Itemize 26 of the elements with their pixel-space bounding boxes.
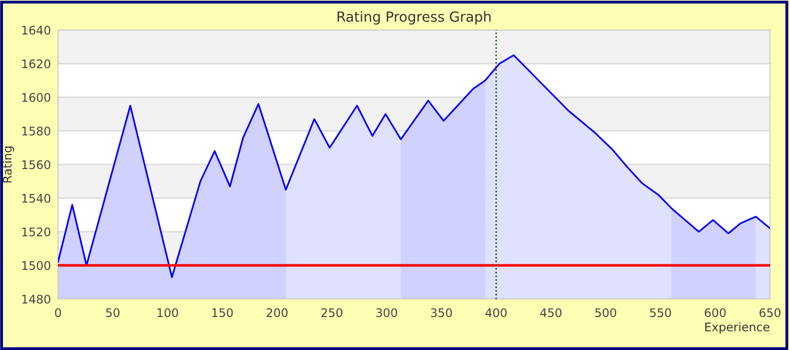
y-tick-label: 1540 — [22, 194, 50, 203]
x-tick-label: 600 — [704, 308, 726, 318]
x-tick-label: 100 — [158, 308, 178, 318]
y-tick-label: 1640 — [22, 26, 50, 35]
x-tick-label: 650 — [760, 308, 780, 318]
x-tick-label: 50 — [106, 308, 120, 318]
y-tick-label: 1600 — [22, 92, 50, 102]
y-tick-label: 1620 — [22, 59, 50, 68]
x-tick-label: 400 — [485, 308, 507, 318]
x-tick-label: 250 — [321, 308, 342, 318]
x-tick-label: 0 — [55, 308, 61, 318]
chart-title: Rating Progress Graph — [338, 11, 491, 25]
y-tick-label: 1560 — [22, 160, 50, 170]
x-tick-label: 200 — [266, 308, 288, 318]
y-tick-label: 1500 — [22, 261, 50, 270]
y-tick-label: 1480 — [22, 294, 50, 304]
x-tick-label: 150 — [212, 308, 233, 318]
x-tick-label: 550 — [650, 308, 671, 318]
x-tick-label: 300 — [376, 308, 398, 318]
y-axis-title: Rating — [2, 146, 14, 182]
x-tick-label: 350 — [431, 308, 452, 318]
x-tick-label: 450 — [540, 308, 562, 318]
x-axis-title: Experience — [705, 322, 770, 334]
y-tick-label: 1580 — [22, 126, 50, 136]
y-tick-label: 1520 — [22, 227, 50, 236]
x-tick-label: 500 — [595, 308, 616, 318]
